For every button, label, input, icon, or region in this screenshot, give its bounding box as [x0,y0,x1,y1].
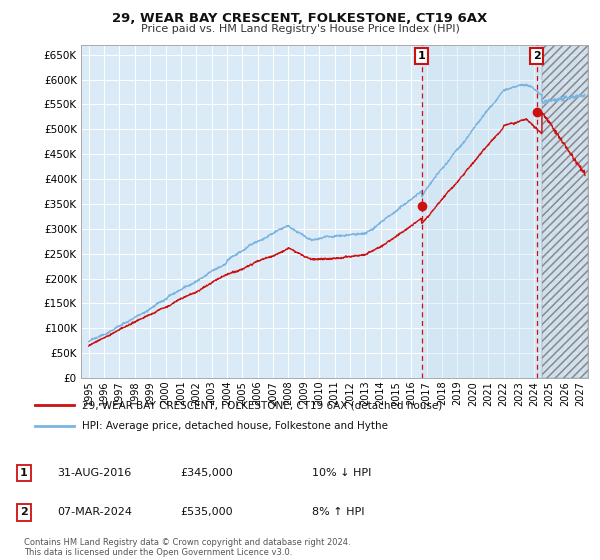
Text: 8% ↑ HPI: 8% ↑ HPI [312,507,365,517]
Text: Contains HM Land Registry data © Crown copyright and database right 2024.
This d: Contains HM Land Registry data © Crown c… [24,538,350,557]
Bar [542,45,588,378]
Text: 10% ↓ HPI: 10% ↓ HPI [312,468,371,478]
Text: £535,000: £535,000 [180,507,233,517]
Text: 1: 1 [418,51,425,60]
Text: 29, WEAR BAY CRESCENT, FOLKESTONE, CT19 6AX: 29, WEAR BAY CRESCENT, FOLKESTONE, CT19 … [112,12,488,25]
Text: 07-MAR-2024: 07-MAR-2024 [57,507,132,517]
Text: HPI: Average price, detached house, Folkestone and Hythe: HPI: Average price, detached house, Folk… [82,421,388,431]
Text: 1: 1 [20,468,28,478]
Text: 31-AUG-2016: 31-AUG-2016 [57,468,131,478]
Text: 29, WEAR BAY CRESCENT, FOLKESTONE, CT19 6AX (detached house): 29, WEAR BAY CRESCENT, FOLKESTONE, CT19 … [82,400,442,410]
Bar [422,45,542,378]
Text: 2: 2 [533,51,541,60]
Text: £345,000: £345,000 [180,468,233,478]
Text: Price paid vs. HM Land Registry's House Price Index (HPI): Price paid vs. HM Land Registry's House … [140,24,460,34]
Bar [542,45,588,378]
Text: 2: 2 [20,507,28,517]
